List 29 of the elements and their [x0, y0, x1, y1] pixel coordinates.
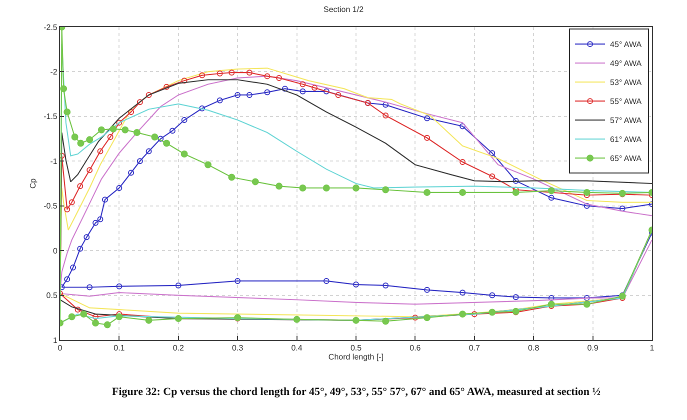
legend-label: 61° AWA	[610, 135, 642, 144]
legend-label: 49° AWA	[610, 59, 642, 68]
x-tick-label: 0.3	[232, 344, 244, 353]
x-tick-label: 0.7	[468, 344, 481, 353]
y-tick-label: -2	[50, 68, 58, 77]
x-tick-label: 1	[650, 344, 655, 353]
legend-label: 53° AWA	[610, 78, 642, 88]
y-tick-label: -0.5	[44, 202, 58, 211]
legend-label: 57° AWA	[610, 116, 642, 126]
legend-label: 55° AWA	[610, 97, 642, 106]
x-tick-label: 0.2	[172, 344, 185, 353]
y-tick-label: 0.5	[46, 291, 58, 300]
x-tick-label: 0.9	[587, 344, 599, 353]
x-tick-label: 0.5	[350, 344, 362, 353]
y-tick-label: 0	[52, 246, 58, 256]
chart-title: Section 1/2	[323, 4, 364, 14]
x-tick-label: 0.1	[114, 344, 126, 353]
y-axis-title: Cp	[28, 178, 38, 189]
x-tick-label: 0.8	[528, 344, 540, 353]
legend-label: 45° AWA	[610, 40, 642, 50]
x-tick-label: 0.4	[291, 344, 303, 353]
caption: Figure 32: Cp versus the chord length for 45°, 49°, 53°, 55° 57°, 67° and 65° AWA, measured at section ½	[112, 386, 601, 398]
x-tick-label: 0.6	[410, 344, 422, 353]
legend-label: 65° AWA	[610, 154, 642, 164]
y-tick-label: -2.5	[44, 22, 58, 32]
y-tick-label: -1.5	[44, 112, 58, 122]
x-axis-title: Chord length [-]	[328, 352, 384, 362]
y-tick-label: -1	[50, 156, 58, 166]
y-tick-label: 1	[52, 336, 58, 345]
